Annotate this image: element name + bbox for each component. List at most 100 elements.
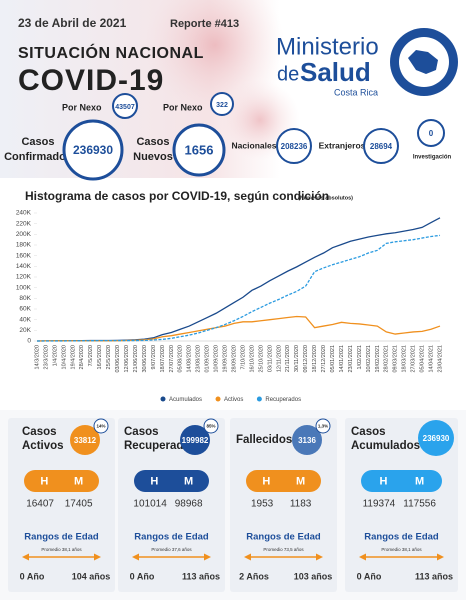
arrow-head <box>316 553 323 561</box>
x-tick-label: 30/11/2020 <box>294 345 300 372</box>
y-tick-label: 160K <box>16 252 32 259</box>
x-tick-label: 7/10/2020 <box>240 345 246 369</box>
h-label: H <box>150 475 158 487</box>
confirmed-label: Confirmados <box>4 151 72 163</box>
h-label: H <box>40 475 48 487</box>
new-circle <box>172 123 226 177</box>
card-pct: 1,3% <box>318 424 328 429</box>
y-tick-label: 200K <box>16 231 32 238</box>
m-label: M <box>415 475 424 487</box>
y-tick-label: 120K <box>16 274 32 281</box>
h-label: H <box>379 475 387 487</box>
x-tick-label: 12/11/2020 <box>276 345 282 372</box>
x-tick-label: 09/03/2021 <box>393 345 399 373</box>
card-value-circle <box>292 425 322 455</box>
x-tick-label: 19/09/2020 <box>223 345 229 373</box>
card <box>345 418 458 592</box>
y-tick-label: 100K <box>16 284 32 291</box>
emblem <box>390 28 458 96</box>
x-tick-label: 16/10/2020 <box>249 345 255 373</box>
age-max: 113 años <box>415 571 453 581</box>
x-tick-label: 23/3/2020 <box>43 345 49 369</box>
extranjeros-circle <box>363 128 399 164</box>
y-tick-label: 60K <box>19 306 31 313</box>
x-tick-label: 21/11/2020 <box>285 345 291 372</box>
x-tick-label: 14/01/2021 <box>339 345 345 373</box>
report-number: Reporte #413 <box>170 18 239 30</box>
arrow-head <box>132 553 139 561</box>
x-tick-label: 01/09/2020 <box>205 345 211 373</box>
x-tick-label: 03/11/2020 <box>267 345 273 372</box>
x-tick-label: 30/06/2020 <box>142 345 148 373</box>
logo-salud: Salud <box>300 57 371 87</box>
y-tick-label: 180K <box>16 242 32 249</box>
card-value: 33812 <box>74 436 97 445</box>
y-tick-label: 140K <box>16 263 32 270</box>
card-pct-circle <box>203 418 219 434</box>
new-nexo-value: 322 <box>216 102 228 109</box>
age-min: 2 Años <box>239 571 269 581</box>
x-tick-label: 03/06/2020 <box>115 345 121 373</box>
y-tick-label: 220K <box>16 220 32 227</box>
y-tick-label: 80K <box>19 295 31 302</box>
page-title: SITUACIÓN NACIONAL <box>18 43 204 62</box>
confirmed-nexo-circle <box>112 93 138 119</box>
series-line <box>36 234 441 342</box>
h-value: 1953 <box>251 499 274 510</box>
card-title: Casos <box>351 426 386 438</box>
x-tick-label: 14/08/2020 <box>187 345 193 373</box>
y-tick-label: 0 <box>27 338 31 345</box>
investigacion-label: Investigación <box>413 155 452 161</box>
x-tick-label: 27/07/2020 <box>169 345 175 373</box>
y-tick-label: 40K <box>19 316 31 323</box>
x-tick-label: 19/4/2020 <box>70 345 76 369</box>
x-tick-label: 10/4/2020 <box>61 345 67 369</box>
x-tick-label: 18/12/2020 <box>312 345 318 373</box>
card <box>118 418 225 592</box>
x-tick-label: 27/12/2020 <box>321 345 327 373</box>
age-average: Promedio 37,6 años <box>151 547 192 552</box>
confirmed-circle <box>62 119 124 181</box>
arrow-head <box>244 553 251 561</box>
age-max: 113 años <box>182 571 220 581</box>
new-value: 1656 <box>185 142 214 157</box>
x-tick-label: 16/5/2020 <box>97 345 103 369</box>
y-tick-label: 20K <box>19 327 31 334</box>
confirmed-label: Casos <box>21 136 54 148</box>
nexo-label: Por Nexo <box>163 102 203 112</box>
card-title: Casos <box>124 426 159 438</box>
age-title: Rangos de Edad <box>246 532 321 543</box>
h-value: 16407 <box>26 499 54 510</box>
x-tick-label: 28/02/2021 <box>384 345 390 373</box>
card-title: Recuperados <box>124 440 197 452</box>
card-value-circle <box>180 425 210 455</box>
x-tick-label: 23/01/2021 <box>348 345 354 373</box>
age-average: Promedio 73,5 años <box>263 547 304 552</box>
x-tick-label: 25/10/2020 <box>258 345 264 373</box>
card-value: 236930 <box>423 434 450 443</box>
nacionales-value: 208236 <box>281 142 308 151</box>
card-value: 199982 <box>182 436 209 445</box>
x-tick-label: 27/03/2021 <box>411 345 417 373</box>
y-tick-label: 240K <box>16 210 32 217</box>
h-value: 119374 <box>363 499 396 510</box>
report-date: 23 de Abril de 2021 <box>18 16 127 30</box>
legend-label: Activos <box>224 397 243 403</box>
h-value: 101014 <box>133 499 167 510</box>
logo-line1: Ministerio <box>276 33 379 60</box>
legend-label: Acumulados <box>169 397 202 403</box>
x-tick-label: 10/02/2021 <box>366 345 372 373</box>
x-tick-label: 7/5/2020 <box>88 345 94 366</box>
arrow-head <box>204 553 211 561</box>
age-min: 0 Año <box>20 571 45 581</box>
sex-pill <box>24 470 99 492</box>
card-pct-circle <box>93 418 109 434</box>
extranjeros-label: Extranjeros <box>319 140 366 150</box>
card-pct: 14% <box>96 424 105 429</box>
m-label: M <box>296 475 305 487</box>
card <box>8 418 115 592</box>
x-tick-label: 28/4/2020 <box>79 345 85 369</box>
m-value: 98968 <box>175 499 203 510</box>
nacionales-circle <box>276 128 312 164</box>
